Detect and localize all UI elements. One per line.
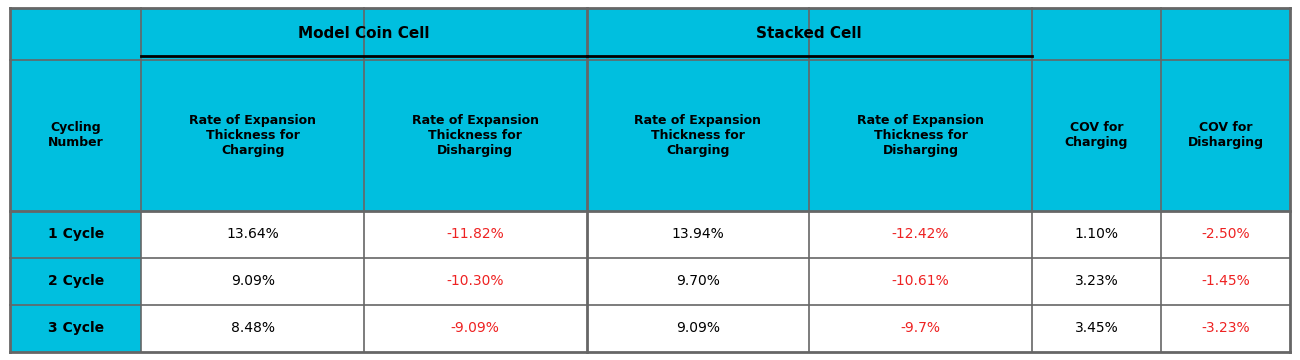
Text: Model Coin Cell: Model Coin Cell — [298, 26, 430, 41]
Text: Rate of Expansion
Thickness for
Charging: Rate of Expansion Thickness for Charging — [634, 114, 762, 157]
Bar — [809, 60, 1032, 211]
Bar — [1032, 258, 1161, 305]
Bar — [1032, 211, 1161, 258]
Text: 3.23%: 3.23% — [1075, 274, 1118, 288]
Text: COV for
Charging: COV for Charging — [1065, 121, 1128, 149]
Text: 1 Cycle: 1 Cycle — [48, 227, 104, 241]
Bar — [1032, 305, 1161, 352]
Bar — [142, 211, 364, 258]
Text: 2 Cycle: 2 Cycle — [48, 274, 104, 288]
Bar — [364, 211, 586, 258]
Bar — [809, 258, 1032, 305]
Bar — [10, 60, 142, 211]
Text: 3 Cycle: 3 Cycle — [48, 321, 104, 336]
Text: -9.09%: -9.09% — [451, 321, 499, 336]
Bar — [809, 8, 1032, 60]
Bar — [1161, 8, 1290, 60]
Bar — [1161, 305, 1290, 352]
Bar — [10, 211, 142, 258]
Text: -3.23%: -3.23% — [1201, 321, 1249, 336]
Bar — [364, 60, 586, 211]
Text: Cycling
Number: Cycling Number — [48, 121, 104, 149]
Bar — [586, 305, 809, 352]
Bar — [142, 258, 364, 305]
Bar — [586, 211, 809, 258]
Text: 13.64%: 13.64% — [226, 227, 280, 241]
Bar — [10, 305, 142, 352]
Text: Rate of Expansion
Thickness for
Disharging: Rate of Expansion Thickness for Dishargi… — [412, 114, 538, 157]
Text: -10.61%: -10.61% — [892, 274, 949, 288]
Bar — [586, 60, 809, 211]
Text: Stacked Cell: Stacked Cell — [757, 26, 862, 41]
Text: COV for
Disharging: COV for Disharging — [1187, 121, 1264, 149]
Bar — [10, 8, 142, 60]
Bar — [10, 258, 142, 305]
Bar — [809, 305, 1032, 352]
Bar — [142, 60, 364, 211]
Bar — [1032, 8, 1161, 60]
Bar — [142, 305, 364, 352]
Bar — [364, 8, 586, 60]
Text: 9.09%: 9.09% — [676, 321, 720, 336]
Bar — [586, 8, 809, 60]
Bar — [809, 211, 1032, 258]
Text: 9.70%: 9.70% — [676, 274, 720, 288]
Text: Rate of Expansion
Thickness for
Disharging: Rate of Expansion Thickness for Dishargi… — [857, 114, 984, 157]
Text: 13.94%: 13.94% — [672, 227, 724, 241]
Text: 1.10%: 1.10% — [1074, 227, 1118, 241]
Bar — [364, 305, 586, 352]
Text: -1.45%: -1.45% — [1201, 274, 1249, 288]
Bar — [142, 8, 364, 60]
Text: -9.7%: -9.7% — [901, 321, 940, 336]
Bar — [1161, 60, 1290, 211]
Bar — [1161, 211, 1290, 258]
Text: 3.45%: 3.45% — [1075, 321, 1118, 336]
Bar — [586, 258, 809, 305]
Bar — [1161, 258, 1290, 305]
Text: -10.30%: -10.30% — [446, 274, 504, 288]
Text: -11.82%: -11.82% — [446, 227, 504, 241]
Bar — [1032, 60, 1161, 211]
Text: 8.48%: 8.48% — [230, 321, 274, 336]
Text: -12.42%: -12.42% — [892, 227, 949, 241]
Text: Rate of Expansion
Thickness for
Charging: Rate of Expansion Thickness for Charging — [188, 114, 316, 157]
Text: 9.09%: 9.09% — [230, 274, 274, 288]
Text: -2.50%: -2.50% — [1201, 227, 1249, 241]
Bar — [364, 258, 586, 305]
